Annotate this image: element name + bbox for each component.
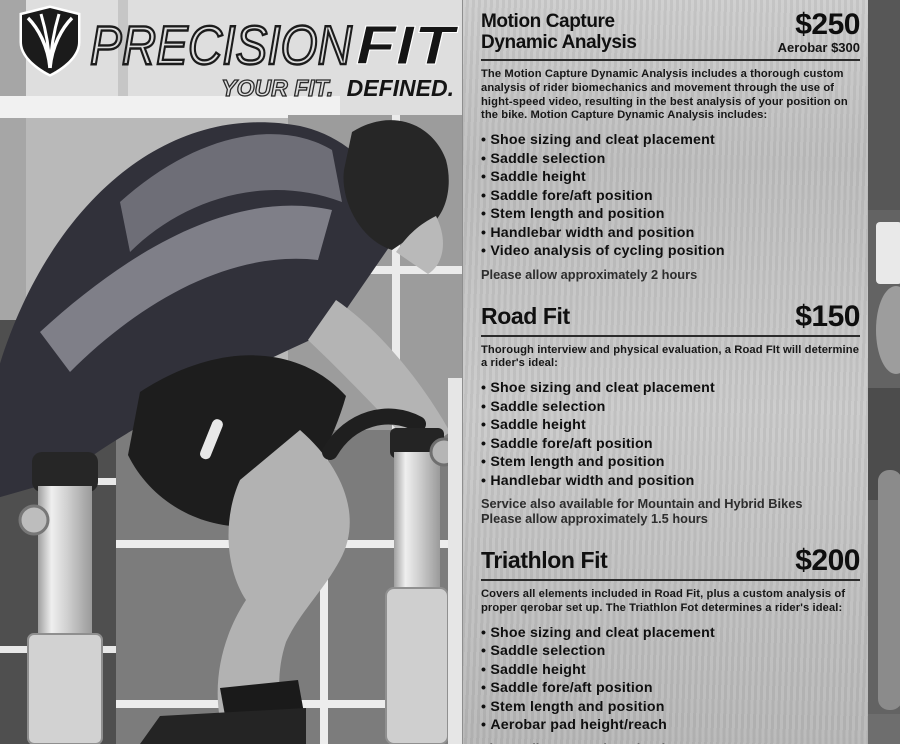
brand-precision-text: PRECISION [90,14,352,76]
service-description: Covers all elements included in Road Fit… [481,588,846,615]
service-title-line1: Motion Capture [481,11,615,32]
service-header: Triathlon Fit $200 [481,544,860,578]
service-note: Please allow approximately 2 hours [481,266,698,282]
brand-tagline: YOUR FIT. DEFINED. [221,75,454,101]
service-description: The Motion Capture Dynamic Analysis incl… [481,68,848,122]
service-title-line1: Triathlon Fit [481,547,608,574]
bullet-item: Stem length and position [481,207,860,222]
bullet-item: Stem length and position [481,455,860,470]
service-notes: Service also available for Mountain and … [481,496,860,526]
bullet-item: Handlebar width and position [481,226,860,241]
shield-logo-icon [19,5,81,77]
service-price: $250 [795,8,860,41]
service-note: Please allow approximately 2 hours [481,741,860,744]
service-description: Thorough interview and physical evaluati… [481,343,860,370]
service-title-line2: Dynamic Analysis [481,32,637,53]
bullet-item: Shoe sizing and cleat placement [481,381,860,396]
section-divider [481,334,860,337]
service-title: Triathlon Fit [481,547,608,574]
service-price: $150 [795,299,860,333]
service-price-note: Aerobar $300 [777,40,860,55]
service-header: Motion Capture Dynamic Analysis $250 Aer… [481,8,861,56]
bullet-item: Saddle selection [481,644,860,659]
service-bullet-list: Shoe sizing and cleat placement Saddle s… [481,626,860,733]
service-notes: Please allow approximately 2 hours [481,741,860,744]
bullet-item: Saddle fore/aft position [481,437,860,452]
section-divider [481,579,860,582]
service-note: Service also available for Mountain and … [481,496,803,512]
bullet-item: Saddle height [481,663,860,678]
cyclist-fitting-photo [0,0,462,744]
bullet-item: Saddle fore/aft position [481,189,860,204]
service-section-motion-capture: Motion Capture Dynamic Analysis $250 Aer… [481,8,861,282]
bullet-item: Saddle height [481,170,860,185]
bullet-item: Handlebar width and position [481,474,860,489]
service-title-line1: Road Fit [481,302,570,329]
service-title: Motion Capture Dynamic Analysis [481,11,637,53]
bullet-item: Video analysis of cycling position [481,244,860,259]
bullet-item: Stem length and position [481,700,860,715]
bullet-item: Shoe sizing and cleat placement [481,626,860,641]
service-price-box: $150 [795,299,860,333]
service-note: Please allow approximately 1.5 hours [481,511,708,527]
bullet-item: Saddle selection [481,152,860,167]
services-panel: Motion Capture Dynamic Analysis $250 Aer… [462,0,868,744]
service-price: $200 [795,544,860,578]
bullet-item: Aerobar pad height/reach [481,718,860,733]
service-section-triathlon-fit: Triathlon Fit $200 Covers all elements i… [481,544,860,744]
fitter-photo-sliver [868,0,900,744]
service-bullet-list: Shoe sizing and cleat placement Saddle s… [481,381,860,488]
bullet-item: Shoe sizing and cleat placement [481,133,860,148]
service-header: Road Fit $150 [481,299,860,333]
service-bullet-list: Shoe sizing and cleat placement Saddle s… [481,133,860,259]
service-notes: Please allow approximately 2 hours [481,267,860,282]
section-divider [481,59,860,61]
service-price-box: $200 [795,544,860,578]
precision-fit-logo: PRECISION FIT YOUR FIT. DEFINED. [8,2,460,106]
service-title: Road Fit [481,303,570,329]
brand-fit-text: FIT [356,14,459,76]
bullet-item: Saddle height [481,418,860,433]
bullet-item: Saddle selection [481,400,860,415]
service-section-road-fit: Road Fit $150 Thorough interview and phy… [481,299,860,526]
bullet-item: Saddle fore/aft position [481,681,860,696]
service-price-box: $250 Aerobar $300 [777,8,861,56]
cyclist-photo-graphic [0,0,462,744]
